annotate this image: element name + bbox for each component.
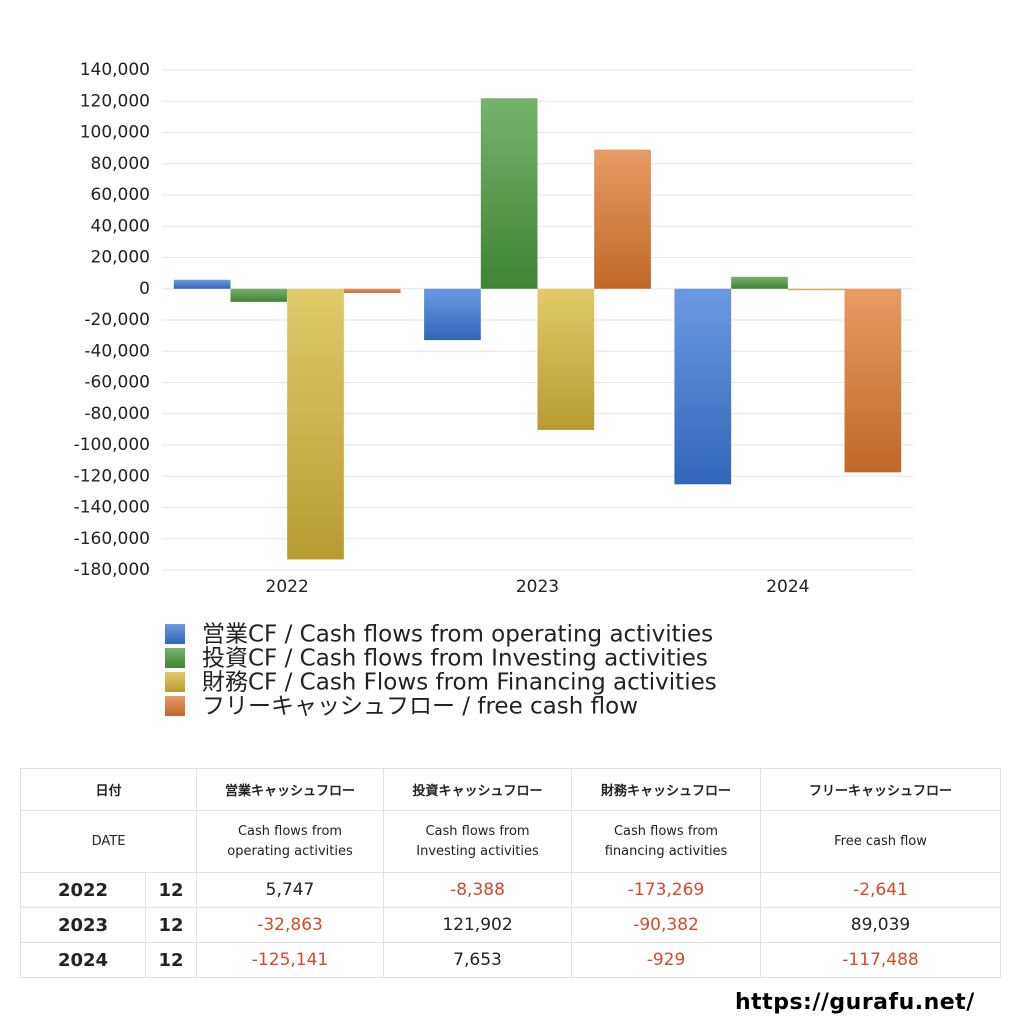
table-cell: 日付	[19, 768, 198, 811]
legend-label: 営業CF / Cash flows from operating activit…	[202, 622, 713, 648]
legend-swatch	[165, 696, 185, 716]
legend-swatch	[165, 624, 185, 644]
y-tick-label: 100,000	[80, 123, 150, 143]
table-cell: 7,653	[383, 942, 573, 978]
table-cell: Cash flows from Investing activities	[383, 810, 573, 873]
table-cell: -125,141	[196, 942, 385, 978]
data-row: 2022 12 5,747 -8,388 -173,269 -2,641	[20, 872, 1002, 908]
table-cell: Cash flows from operating activities	[196, 810, 385, 873]
x-tick-label: 2022	[266, 577, 309, 597]
chart: -180,000 -160,000 -140,000 -120,000 -100,000…	[74, 60, 913, 720]
legend-swatch	[165, 672, 185, 692]
table-cell: 投資キャッシュフロー	[383, 768, 573, 811]
legend-label: 財務CF / Cash Flows from Financing activit…	[202, 670, 717, 696]
table-cell: 財務キャッシュフロー	[571, 768, 762, 811]
table-cell: 12	[144, 907, 198, 943]
header-row: DATE Cash flows from operating activities…	[19, 810, 1002, 873]
y-tick-label: -140,000	[74, 498, 150, 518]
y-tick-label: -40,000	[84, 341, 150, 361]
table-cell: 89,039	[760, 907, 1002, 943]
y-tick-label: -100,000	[74, 435, 150, 455]
table-cell: 2023	[20, 907, 146, 943]
table-cell: 12	[144, 942, 198, 978]
bar	[343, 288, 401, 293]
table-cell: -2,641	[760, 872, 1002, 908]
header-row: 日付 営業キャッシュフロー 投資キャッシュフロー 財務キャッシュフロー フリーキャッシュ…	[19, 768, 1002, 811]
x-tick-label: 2024	[766, 577, 809, 597]
bar	[230, 288, 288, 302]
table-cell: DATE	[19, 810, 198, 873]
bar	[674, 288, 732, 485]
table-cell: 5,747	[196, 872, 385, 908]
table-cell: 121,902	[383, 907, 573, 943]
y-tick-label: 60,000	[91, 185, 150, 205]
bar	[424, 288, 481, 341]
table-cell: Free cash flow	[760, 810, 1002, 873]
y-tick-label: 20,000	[91, 248, 150, 268]
y-tick-label: -60,000	[84, 373, 150, 393]
y-tick-label: 80,000	[91, 154, 150, 174]
data-table: 日付 営業キャッシュフロー 投資キャッシュフロー 財務キャッシュフロー フリーキャッシュ…	[19, 768, 1002, 978]
footer-url: https://gurafu.net/	[735, 990, 975, 1015]
y-tick-label: -120,000	[74, 466, 150, 486]
data-row: 2024 12 -125,141 7,653 -929 -117,488	[20, 942, 1002, 978]
bar	[844, 288, 902, 473]
bar	[537, 288, 595, 430]
bar	[594, 149, 651, 289]
table-cell: 2024	[20, 942, 146, 978]
table-cell: -173,269	[571, 872, 762, 908]
bar	[731, 276, 788, 289]
x-tick-label: 2023	[516, 577, 559, 597]
bar	[173, 279, 231, 289]
table-cell: 12	[144, 872, 198, 908]
legend-swatch	[165, 648, 185, 668]
legend-label: フリーキャッシュフロー / free cash flow	[202, 694, 638, 720]
table-cell: 2022	[20, 872, 146, 908]
data-row: 2023 12 -32,863 121,902 -90,382 89,039	[20, 907, 1002, 943]
table-cell: -32,863	[196, 907, 385, 943]
bar	[787, 288, 845, 291]
y-tick-label: 140,000	[80, 60, 150, 80]
y-tick-label: 40,000	[91, 216, 150, 236]
y-tick-label: 120,000	[80, 91, 150, 111]
table-cell: -8,388	[383, 872, 573, 908]
y-tick-label: -160,000	[74, 529, 150, 549]
table-cell: フリーキャッシュフロー	[760, 768, 1002, 811]
table-cell: 営業キャッシュフロー	[196, 768, 385, 811]
y-tick-label: -20,000	[84, 310, 150, 330]
table-cell: -929	[571, 942, 762, 978]
y-tick-label: -180,000	[74, 560, 150, 580]
table-cell: Cash flows from financing activities	[571, 810, 762, 873]
bar	[287, 288, 344, 560]
y-tick-label: -80,000	[84, 404, 150, 424]
y-tick-label: 0	[139, 279, 150, 299]
legend-label: 投資CF / Cash flows from Investing activit…	[202, 646, 708, 672]
table-cell: -117,488	[760, 942, 1002, 978]
bar	[480, 98, 538, 289]
table-cell: -90,382	[571, 907, 762, 943]
